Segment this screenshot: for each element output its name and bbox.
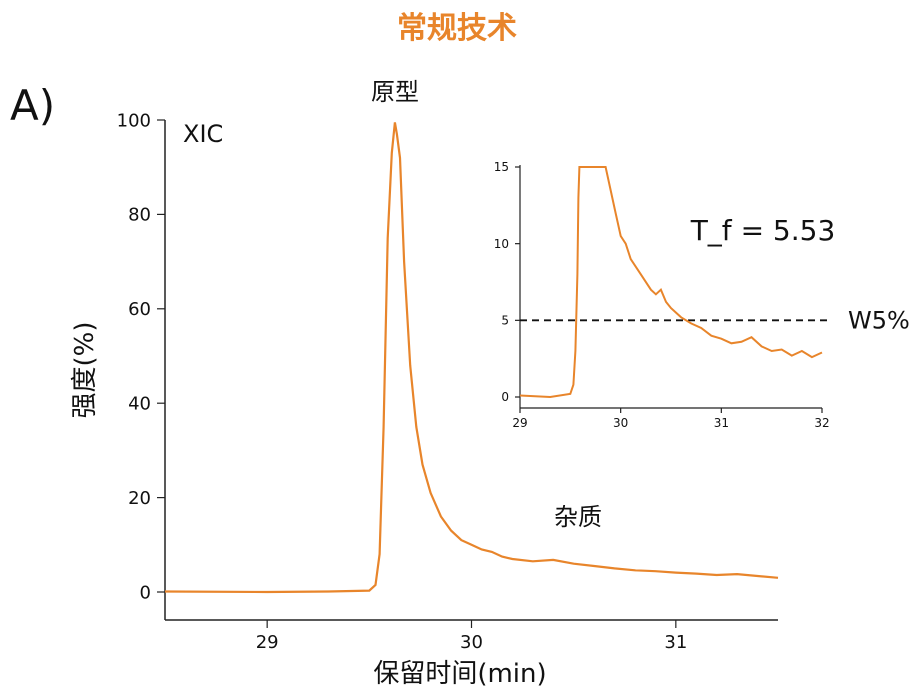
main-x-axis-label: 保留时间(min) xyxy=(373,659,546,689)
inset-y-tick-label: 10 xyxy=(494,237,509,251)
inset-x-tick-label: 29 xyxy=(512,416,527,430)
main-series-line xyxy=(164,122,779,594)
inset-y-tick-label: 5 xyxy=(501,314,509,328)
inset-ticks: 29 30 31 32 0 5 10 15 xyxy=(494,160,830,430)
main-x-tick-label: 31 xyxy=(664,632,687,653)
panel-label: A) xyxy=(10,81,55,130)
impurity-label: 杂质 xyxy=(554,503,602,531)
inset-x-tick-label: 30 xyxy=(613,416,628,430)
main-y-tick-label: 60 xyxy=(128,299,151,320)
inset-y-tick-label: 0 xyxy=(501,390,509,404)
peak-label: 原型 xyxy=(371,78,419,106)
inset-series-line xyxy=(519,166,823,399)
main-y-tick-label: 40 xyxy=(128,394,151,415)
main-y-tick-label: 0 xyxy=(140,582,151,603)
inset-y-tick-label: 15 xyxy=(494,160,509,174)
main-x-tick-label: 29 xyxy=(256,632,279,653)
inset-reference-label: W5% xyxy=(848,306,910,334)
inset-chart: 29 30 31 32 0 5 10 15 T_f = 5.53 W5% xyxy=(494,160,910,440)
main-y-tick-label: 80 xyxy=(128,205,151,226)
main-y-tick-label: 20 xyxy=(128,488,151,509)
main-annotation-xic: XIC xyxy=(183,120,223,148)
main-x-tick-label: 30 xyxy=(460,632,483,653)
main-y-tick-label: 100 xyxy=(117,110,151,131)
main-y-axis-label: 强度(%) xyxy=(70,322,100,419)
figure-title: 常规技术 xyxy=(397,11,517,46)
inset-x-tick-label: 31 xyxy=(714,416,729,430)
inset-x-tick-label: 32 xyxy=(814,416,829,430)
inset-annotation-tf: T_f = 5.53 xyxy=(690,214,836,247)
